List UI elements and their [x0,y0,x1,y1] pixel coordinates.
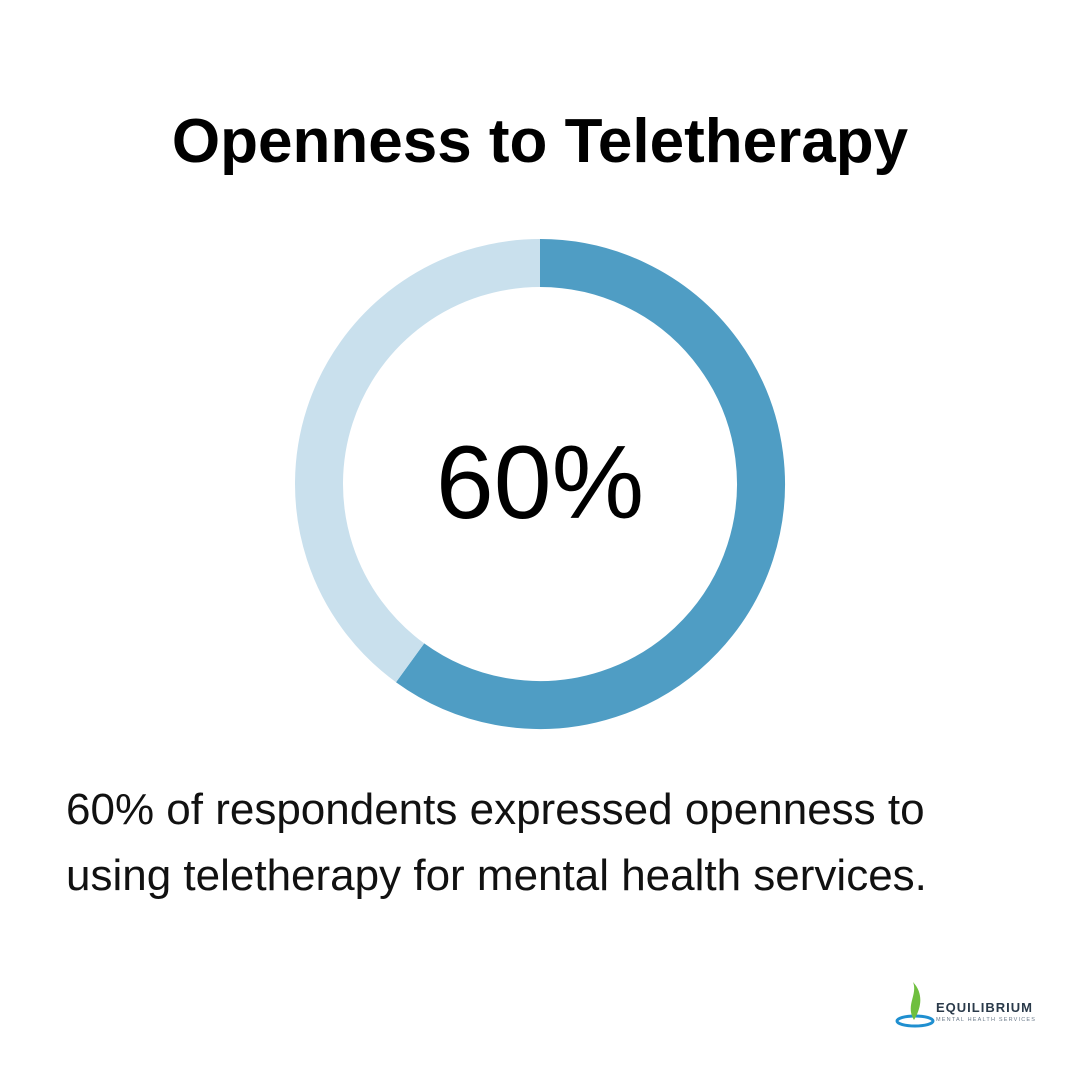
donut-segment [396,239,785,729]
donut-segment [295,239,541,683]
donut [295,239,785,729]
logo-tagline: MENTAL HEALTH SERVICES [936,1017,1036,1023]
logo-leaf [910,982,921,1020]
caption-line: using teletherapy for mental health serv… [66,851,927,900]
logo-name: EQUILIBRIUM [936,1000,1033,1015]
center-value-label: 60% [436,425,644,541]
chart-title: Openness to Teletherapy [172,107,909,176]
logo: EQUILIBRIUM MENTAL HEALTH SERVICES [895,982,1036,1028]
caption-line: 60% of respondents expressed openness to [66,785,925,834]
